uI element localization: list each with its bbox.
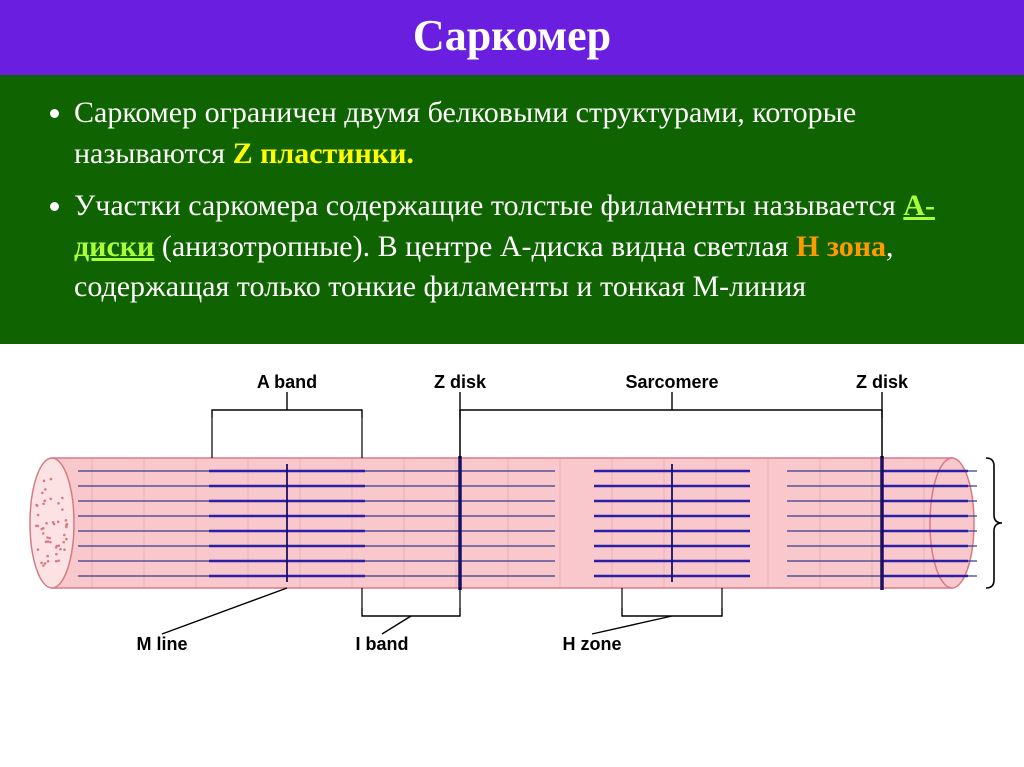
svg-text:I band: I band (356, 634, 409, 654)
h-zone-term: H зона (796, 230, 886, 263)
svg-text:Z disk: Z disk (856, 372, 909, 392)
svg-text:A band: A band (257, 372, 317, 392)
bullet-item: Участки саркомера содержащие толстые фил… (74, 186, 984, 308)
bullet-item: Саркомер ограничен двумя белковыми струк… (74, 93, 984, 174)
svg-text:M line: M line (136, 634, 187, 654)
title-bar: Саркомер (0, 0, 1024, 75)
page-title: Саркомер (0, 10, 1024, 61)
diagram-area: A band Sarcomere Z disk Z disk M line I band H… (0, 344, 1024, 678)
z-plate-term: Z пластинки. (233, 137, 414, 170)
sarcomere-diagram: A band Sarcomere Z disk Z disk M line I band H… (22, 358, 1002, 668)
svg-text:Sarcomere: Sarcomere (625, 372, 718, 392)
svg-text:Z disk: Z disk (434, 372, 487, 392)
text-block: Саркомер ограничен двумя белковыми струк… (0, 75, 1024, 344)
bullet-list: Саркомер ограничен двумя белковыми струк… (40, 93, 984, 308)
svg-text:H zone: H zone (562, 634, 621, 654)
